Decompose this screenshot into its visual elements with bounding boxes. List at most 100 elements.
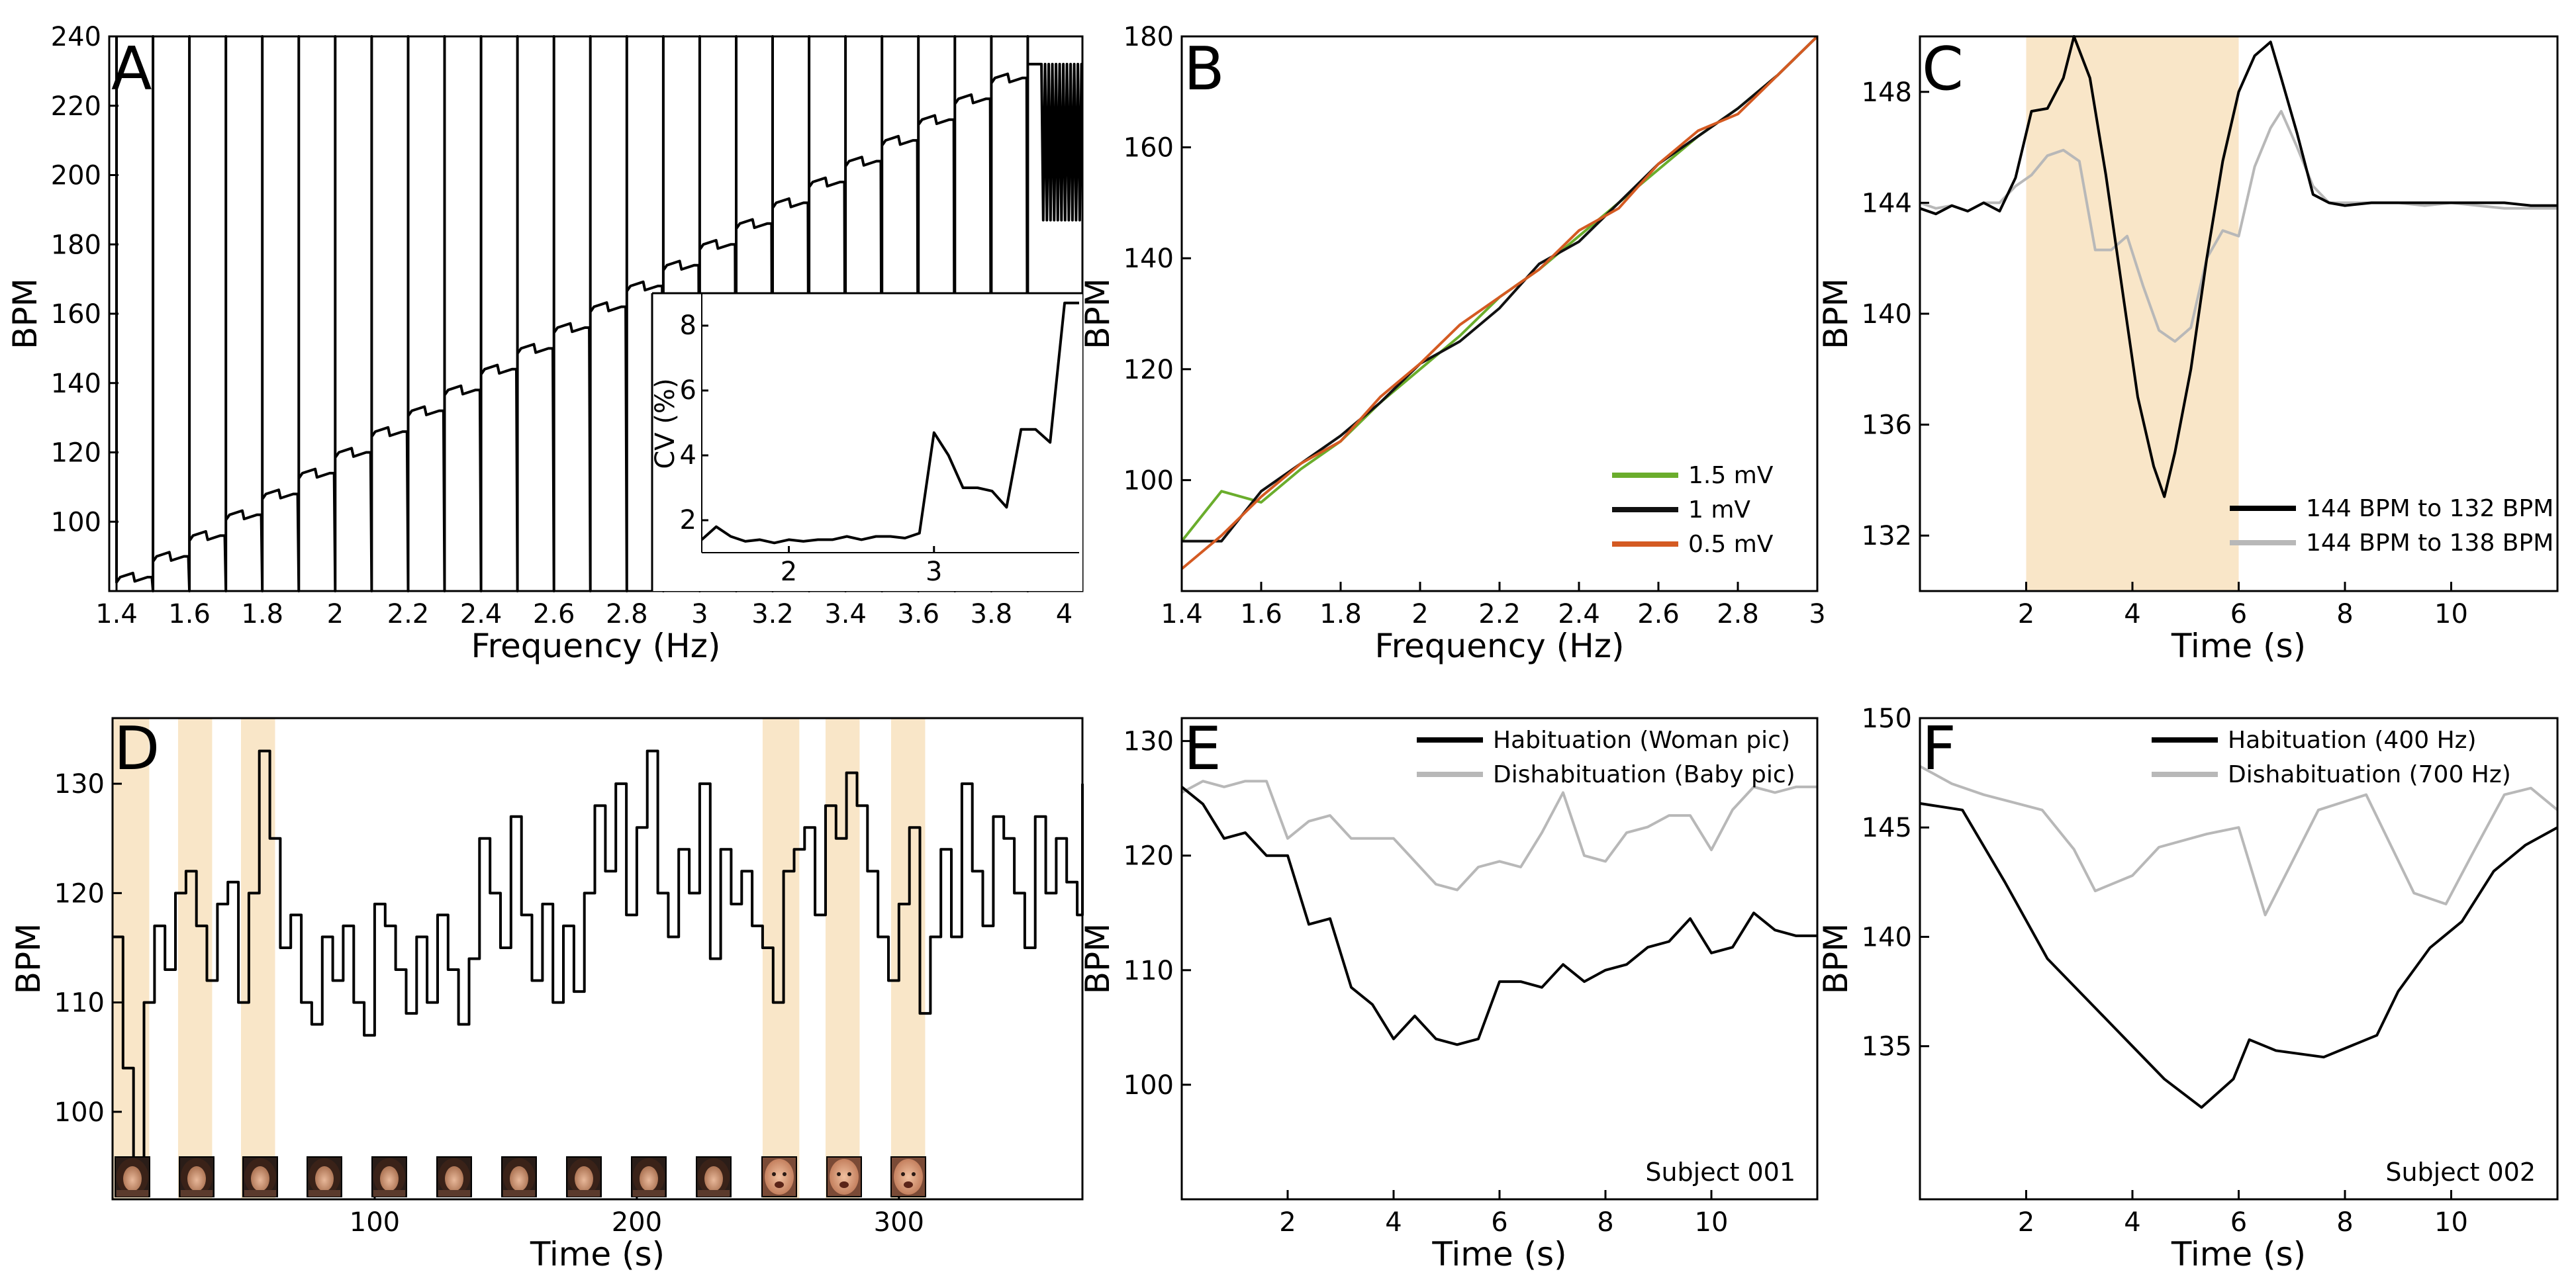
photo-eye — [837, 1172, 841, 1176]
x-tick-label: 2.4 — [1558, 599, 1600, 629]
panel-c: 2 4 6 8 10 132 136 140 144 148 Time (s) BPM C 144 BPM… — [1817, 34, 2559, 665]
panel-b: 1.4 1.6 1.8 2 2.2 2.4 2.6 2.8 3 100 120 140 160 180 Fr… — [1078, 22, 1826, 665]
panel-e: 2 4 6 8 10 100 110 120 130 Time (s) BPM E Habituatio… — [1078, 714, 1819, 1273]
x-tick-label: 200 — [612, 1207, 662, 1238]
series-line-0 — [1180, 786, 1817, 1046]
y-axis-label: BPM — [1078, 278, 1117, 349]
series-line-0 — [1919, 35, 2557, 498]
woman-photo — [179, 1156, 215, 1197]
stimulus-shade — [762, 718, 800, 1199]
woman-photo — [371, 1156, 407, 1197]
series-line-0 — [1919, 802, 2558, 1109]
y-axis-label: BPM — [9, 923, 48, 995]
photo-shoulders — [117, 1190, 148, 1197]
x-tick-label: 2 — [327, 599, 344, 629]
y-tick-label: 135 — [1862, 1032, 1912, 1062]
inset-y-tick-label: 2 — [680, 505, 696, 535]
x-tick-label: 3.4 — [824, 599, 867, 629]
panel-label: E — [1184, 714, 1221, 784]
photo-face — [123, 1166, 142, 1191]
x-axis-label: Time (s) — [1431, 1235, 1566, 1273]
legend-label: Dishabituation (700 Hz) — [2228, 761, 2511, 788]
y-tick-label: 110 — [1123, 956, 1174, 986]
x-tick-label: 6 — [1491, 1207, 1507, 1238]
photo-shoulders — [438, 1190, 470, 1197]
y-tick-label: 100 — [51, 507, 101, 537]
y-tick-label: 100 — [54, 1097, 105, 1128]
x-tick-label: 10 — [2434, 1207, 2468, 1238]
y-tick-label: 180 — [51, 230, 101, 260]
legend-label: 144 BPM to 138 BPM — [2306, 529, 2553, 557]
subject-annotation: Subject 001 — [1645, 1158, 1795, 1187]
x-tick-label: 10 — [2434, 599, 2468, 629]
photo-shoulders — [373, 1190, 405, 1197]
x-tick-label: 1.4 — [95, 599, 138, 629]
y-tick-label: 120 — [1123, 355, 1174, 385]
x-tick-label: 2.6 — [1637, 599, 1680, 629]
x-tick-label: 2 — [2018, 1207, 2034, 1238]
photo-face — [510, 1166, 528, 1191]
x-tick-label: 2.4 — [460, 599, 502, 629]
y-tick-label: 148 — [1862, 77, 1912, 108]
x-tick-label: 4 — [1056, 599, 1073, 629]
legend-label: Habituation (400 Hz) — [2228, 727, 2477, 754]
photo-shoulders — [181, 1190, 213, 1197]
x-tick-label: 4 — [1385, 1207, 1402, 1238]
x-tick-label: 2 — [2018, 599, 2034, 629]
photo-eye — [783, 1172, 787, 1176]
x-tick-label: 4 — [2124, 599, 2140, 629]
x-tick-label: 100 — [350, 1207, 400, 1238]
photo-face — [894, 1159, 923, 1195]
y-tick-label: 200 — [51, 161, 101, 191]
photo-eye — [901, 1172, 905, 1176]
x-tick-label: 3.2 — [751, 599, 794, 629]
panel-label: D — [114, 714, 160, 784]
photo-mouth — [775, 1181, 784, 1188]
series-line-1 — [1919, 764, 2559, 917]
inset-y-label: CV (%) — [650, 378, 681, 469]
photo-face — [830, 1159, 859, 1195]
photo-face — [251, 1166, 269, 1191]
woman-photo — [242, 1156, 278, 1197]
x-tick-label: 1.4 — [1161, 599, 1203, 629]
y-tick-label: 140 — [51, 369, 101, 399]
photo-shoulders — [698, 1190, 730, 1197]
x-tick-label: 300 — [874, 1207, 924, 1238]
woman-photo — [631, 1156, 667, 1197]
y-tick-label: 220 — [51, 91, 101, 122]
photo-face — [187, 1166, 206, 1191]
y-tick-label: 240 — [51, 22, 101, 52]
plot-frame — [1919, 717, 2559, 1201]
legend-label: Habituation (Woman pic) — [1493, 727, 1790, 754]
x-axis-label: Time (s) — [2171, 627, 2306, 665]
y-tick-label: 120 — [51, 438, 101, 469]
legend-label: 1.5 mV — [1688, 462, 1774, 489]
photo-eye — [847, 1172, 851, 1176]
y-tick-label: 130 — [54, 769, 105, 800]
x-tick-label: 3 — [1809, 599, 1825, 629]
x-tick-label: 1.8 — [1319, 599, 1362, 629]
x-tick-label: 2.2 — [387, 599, 430, 629]
x-tick-label: 8 — [2336, 1207, 2353, 1238]
photo-face — [640, 1166, 658, 1191]
x-axis-label: Frequency (Hz) — [1374, 627, 1624, 665]
x-tick-label: 10 — [1695, 1207, 1729, 1238]
photo-face — [765, 1159, 794, 1195]
photo-face — [380, 1166, 399, 1191]
y-axis-label: BPM — [6, 278, 44, 349]
photo-shoulders — [568, 1190, 600, 1197]
series-line-1 — [1181, 780, 1817, 892]
x-tick-label: 2.2 — [1478, 599, 1521, 629]
inset-background — [652, 293, 1082, 591]
subject-annotation: Subject 002 — [2385, 1158, 2536, 1187]
series-line-2 — [1180, 35, 1819, 571]
woman-photo — [307, 1156, 342, 1197]
y-tick-label: 132 — [1862, 521, 1912, 551]
photo-mouth — [839, 1181, 849, 1188]
photo-mouth — [904, 1181, 913, 1188]
x-tick-label: 1.8 — [241, 599, 283, 629]
y-tick-label: 100 — [1123, 465, 1174, 496]
woman-photo — [501, 1156, 537, 1197]
y-tick-label: 144 — [1862, 188, 1912, 218]
photo-eye — [772, 1172, 776, 1176]
